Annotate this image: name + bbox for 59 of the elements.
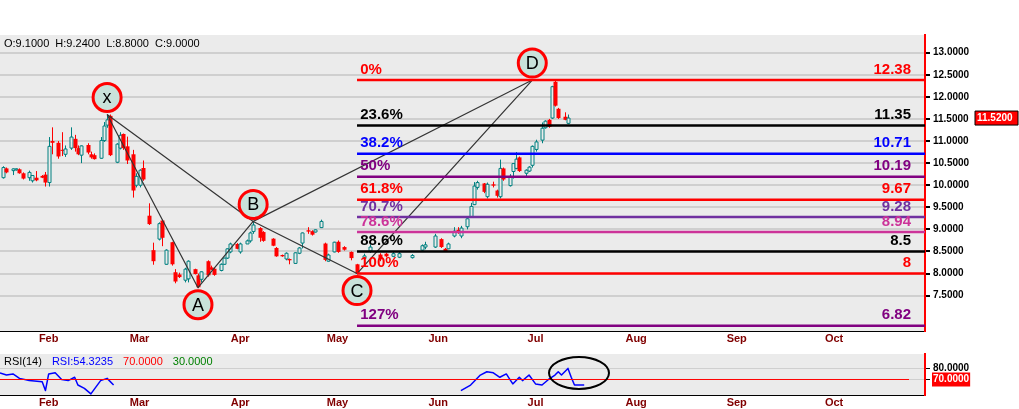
x-tick-label: Aug [625, 331, 647, 344]
text: 11.5200 [977, 112, 1014, 124]
ref-line-label: 6.82 [881, 305, 911, 323]
y-tick-label: 80.0000 [933, 362, 970, 374]
annotation: 61.8% [360, 179, 403, 197]
annotation: 30.0000 [172, 355, 213, 368]
annotation: 38.2% [360, 133, 403, 151]
x-tick-label: Mar [129, 395, 151, 408]
y-tick-label: 13.0000 [933, 46, 970, 58]
x-tick-label: Aug [625, 395, 647, 408]
y-tick-label: 11.0000 [933, 134, 970, 146]
annotation: A [191, 294, 204, 315]
x-tick-label: May [326, 331, 350, 344]
annotation: C [350, 280, 364, 301]
y-tick-label: 8.5000 [933, 245, 965, 257]
ref-line-label: 9.67 [881, 179, 911, 197]
x-tick-label: Jul [527, 331, 544, 344]
chart-title: RSI(14) [4, 355, 42, 368]
x-tick-label: Oct [824, 395, 844, 408]
x-tick-label: Apr [230, 331, 251, 344]
y-tick-label: 70.0000 [933, 373, 970, 385]
ref-line-label: 10.71 [873, 133, 911, 151]
x-tick-label: Oct [824, 331, 844, 344]
y-tick-label: 12.0000 [933, 90, 970, 102]
ref-line-label: 70.0000 [123, 355, 163, 368]
x-tick-label: Feb [38, 395, 59, 408]
x-tick-label: Feb [38, 331, 59, 344]
annotation: O:9.1000 H:9.2400 L:8.8000 C:9.0000 [4, 37, 200, 50]
y-tick-label: 7.5000 [933, 289, 965, 301]
y-tick-label: 9.5000 [933, 201, 965, 213]
x-tick-label: Sep [726, 395, 748, 408]
x-tick-label: Jun [428, 331, 449, 344]
ref-line-label: 9.28 [881, 196, 911, 214]
annotation: D [525, 53, 539, 74]
y-tick-label: 8.0000 [933, 267, 965, 279]
y-tick-label: 12.5000 [933, 68, 970, 80]
annotation: x [102, 87, 112, 108]
annotation: 0% [360, 59, 382, 77]
y-tick-label: 11.5000 [933, 112, 970, 124]
y-tick-label: 9.0000 [933, 223, 965, 235]
x-tick-label: Jul [527, 395, 544, 408]
ref-line-label: 8 [902, 253, 911, 271]
ref-line-label: 10.19 [873, 156, 911, 174]
ref-line-label: 8.5 [890, 231, 911, 249]
y-tick-label: 10.0000 [933, 178, 970, 190]
x-tick-label: Sep [726, 331, 748, 344]
x-tick-label: Mar [129, 331, 151, 344]
annotation: B [247, 194, 260, 215]
x-tick-label: Apr [230, 395, 251, 408]
x-tick-label: Jun [428, 395, 449, 408]
x-tick-label: May [326, 395, 350, 408]
annotation: 70.7% [360, 196, 403, 214]
ref-line-label: 12.38 [873, 59, 911, 77]
ref-line-label: 11.35 [874, 105, 911, 123]
series-label: RSI:54.3235 [51, 355, 114, 368]
annotation: 23.6% [360, 105, 403, 123]
annotation: 127% [360, 305, 399, 323]
annotation: 50% [360, 156, 391, 174]
y-tick-label: 10.5000 [933, 156, 970, 168]
